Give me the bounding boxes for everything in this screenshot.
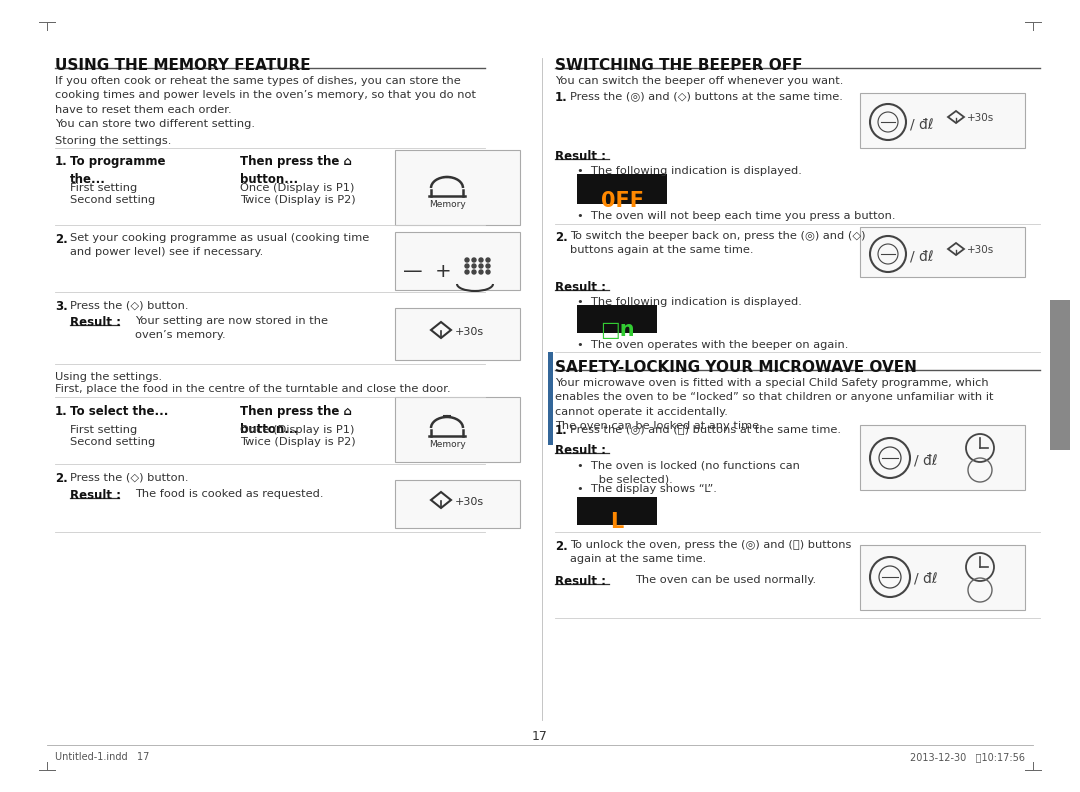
Text: •  The oven will not beep each time you press a button.: • The oven will not beep each time you p… [577, 211, 895, 221]
FancyBboxPatch shape [577, 497, 657, 525]
Text: First setting: First setting [70, 425, 137, 435]
Text: +30s: +30s [455, 327, 484, 337]
Text: Then press the ⌂
button...: Then press the ⌂ button... [240, 405, 352, 436]
Text: Press the (◇) button.: Press the (◇) button. [70, 472, 189, 482]
FancyBboxPatch shape [860, 227, 1025, 277]
Text: To select the...: To select the... [70, 405, 168, 418]
Text: SWITCHING THE BEEPER OFF: SWITCHING THE BEEPER OFF [555, 58, 802, 73]
Text: USING THE MEMORY FEATURE: USING THE MEMORY FEATURE [55, 58, 311, 73]
Text: You can switch the beeper off whenever you want.: You can switch the beeper off whenever y… [555, 76, 843, 86]
Bar [548, 352, 553, 445]
Circle shape [480, 264, 483, 268]
Text: 2.: 2. [555, 231, 568, 244]
Circle shape [486, 258, 490, 262]
FancyBboxPatch shape [860, 545, 1025, 610]
Text: +30s: +30s [967, 113, 995, 123]
Text: Storing the settings.: Storing the settings. [55, 136, 172, 146]
Text: 2.: 2. [55, 233, 68, 246]
Text: Result :: Result : [555, 444, 606, 457]
Circle shape [472, 258, 476, 262]
Text: •  The oven is locked (no functions can
      be selected).: • The oven is locked (no functions can b… [577, 460, 800, 485]
Text: ENGLISH: ENGLISH [1055, 351, 1065, 399]
Text: Twice (Display is P2): Twice (Display is P2) [240, 195, 355, 205]
FancyBboxPatch shape [395, 397, 519, 462]
Text: +30s: +30s [967, 245, 995, 255]
Text: Untitled-1.indd   17: Untitled-1.indd 17 [55, 752, 149, 762]
Text: •  The following indication is displayed.: • The following indication is displayed. [577, 297, 801, 307]
Circle shape [472, 270, 476, 274]
Text: The oven can be used normally.: The oven can be used normally. [635, 575, 816, 585]
Text: 1.: 1. [55, 405, 68, 418]
Text: •  The display shows “L”.: • The display shows “L”. [577, 484, 717, 494]
Circle shape [486, 270, 490, 274]
Text: Your microwave oven is fitted with a special Child Safety programme, which
enabl: Your microwave oven is fitted with a spe… [555, 378, 994, 431]
FancyBboxPatch shape [395, 308, 519, 360]
Circle shape [465, 264, 469, 268]
Text: Result :: Result : [70, 316, 121, 329]
Text: Press the (◎) and (◇) buttons at the same time.: Press the (◎) and (◇) buttons at the sam… [570, 91, 842, 101]
FancyBboxPatch shape [860, 425, 1025, 490]
Text: Result :: Result : [70, 489, 121, 502]
Circle shape [465, 270, 469, 274]
Circle shape [480, 258, 483, 262]
FancyBboxPatch shape [395, 150, 519, 225]
Text: Twice (Display is P2): Twice (Display is P2) [240, 437, 355, 447]
Text: / đℓ: / đℓ [914, 572, 937, 586]
Text: 2.: 2. [55, 472, 68, 485]
Text: Once (Display is P1): Once (Display is P1) [240, 183, 354, 193]
Text: Set your cooking programme as usual (cooking time
and power level) see if necess: Set your cooking programme as usual (coo… [70, 233, 369, 257]
FancyBboxPatch shape [395, 480, 519, 528]
Text: First, place the food in the centre of the turntable and close the door.: First, place the food in the centre of t… [55, 384, 450, 394]
Text: To unlock the oven, press the (◎) and (ⓐ) buttons
again at the same time.: To unlock the oven, press the (◎) and (ⓐ… [570, 540, 851, 565]
Text: 2013-12-30   ⁦10:17:56: 2013-12-30 ⁦10:17:56 [910, 752, 1025, 762]
Circle shape [486, 264, 490, 268]
FancyBboxPatch shape [860, 93, 1025, 148]
Text: / đℓ: / đℓ [910, 249, 933, 263]
Text: Your setting are now stored in the
oven’s memory.: Your setting are now stored in the oven’… [135, 316, 328, 341]
Text: Press the (◎) and (ⓐ) buttons at the same time.: Press the (◎) and (ⓐ) buttons at the sam… [570, 424, 841, 434]
Circle shape [480, 270, 483, 274]
Text: —  +: — + [403, 262, 451, 281]
Circle shape [465, 258, 469, 262]
Text: L: L [610, 512, 623, 532]
Text: Result :: Result : [555, 575, 606, 588]
Text: 17: 17 [532, 730, 548, 743]
Text: +30s: +30s [455, 497, 484, 507]
FancyBboxPatch shape [395, 232, 519, 290]
Text: / đℓ: / đℓ [910, 117, 933, 131]
Text: •  The oven operates with the beeper on again.: • The oven operates with the beeper on a… [577, 340, 849, 350]
Text: Result :: Result : [555, 150, 606, 163]
Text: SAFETY-LOCKING YOUR MICROWAVE OVEN: SAFETY-LOCKING YOUR MICROWAVE OVEN [555, 360, 917, 375]
Text: Result :: Result : [555, 281, 606, 294]
Text: Once (Display is P1): Once (Display is P1) [240, 425, 354, 435]
Circle shape [472, 264, 476, 268]
Text: First setting: First setting [70, 183, 137, 193]
Text: 1.: 1. [555, 424, 568, 437]
FancyBboxPatch shape [577, 305, 657, 333]
Bar [1050, 300, 1070, 450]
Text: Second setting: Second setting [70, 195, 156, 205]
Text: Press the (◇) button.: Press the (◇) button. [70, 300, 189, 310]
Text: 0FF: 0FF [600, 191, 644, 211]
Text: Second setting: Second setting [70, 437, 156, 447]
Text: / đℓ: / đℓ [914, 453, 937, 467]
Text: □n: □n [599, 320, 634, 340]
Text: Memory: Memory [429, 440, 465, 449]
Text: 1.: 1. [55, 155, 68, 168]
Text: 2.: 2. [555, 540, 568, 553]
Text: 3.: 3. [55, 300, 68, 313]
Text: If you often cook or reheat the same types of dishes, you can store the
cooking : If you often cook or reheat the same typ… [55, 76, 476, 129]
Text: 1.: 1. [555, 91, 568, 104]
Text: Memory: Memory [429, 200, 465, 209]
FancyBboxPatch shape [577, 174, 667, 204]
Text: Then press the ⌂
button...: Then press the ⌂ button... [240, 155, 352, 186]
Text: Using the settings.: Using the settings. [55, 372, 162, 382]
Text: To switch the beeper back on, press the (◎) and (◇)
buttons again at the same ti: To switch the beeper back on, press the … [570, 231, 865, 255]
Text: The food is cooked as requested.: The food is cooked as requested. [135, 489, 324, 499]
Text: To programme
the...: To programme the... [70, 155, 165, 186]
Text: •  The following indication is displayed.: • The following indication is displayed. [577, 166, 801, 176]
